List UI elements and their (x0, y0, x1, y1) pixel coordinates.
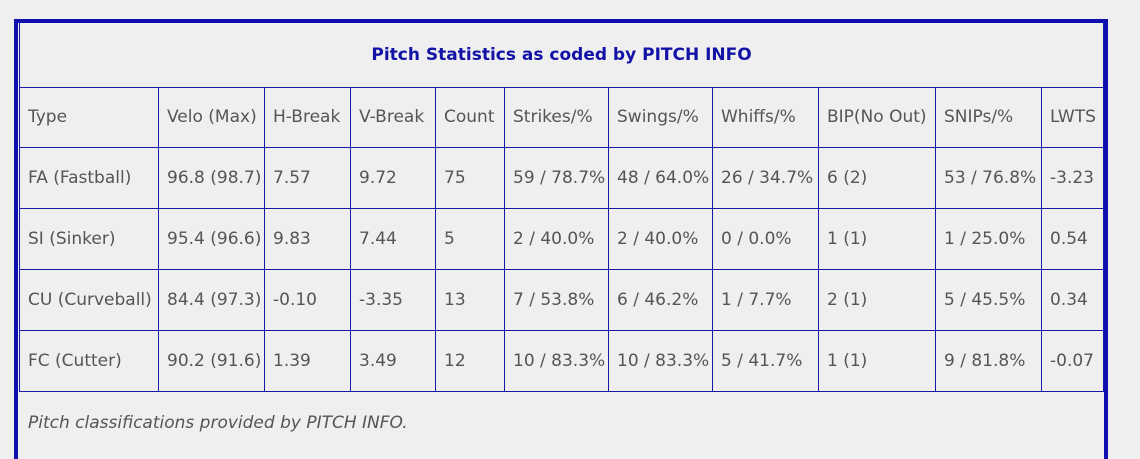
cell-lwts: -3.23 (1040, 146, 1105, 209)
cell-velo: 96.8 (98.7) (158, 146, 265, 209)
cell-whiffs: 0 / 0.0% (712, 207, 819, 270)
cell-h-break: 9.83 (264, 207, 351, 270)
cell-type: FA (Fastball) (19, 146, 159, 209)
cell-whiffs: 26 / 34.7% (712, 146, 819, 209)
cell-snips: 9 / 81.8% (935, 329, 1042, 392)
cell-v-break: 7.44 (350, 207, 436, 270)
cell-bip: 1 (1) (818, 207, 936, 270)
cell-lwts: 0.54 (1040, 207, 1105, 270)
header-v-break: V-Break (350, 86, 436, 148)
pitch-stats-table: Pitch Statistics as coded by PITCH INFO … (18, 23, 1105, 392)
cell-lwts: 0.34 (1040, 268, 1105, 331)
cell-velo: 95.4 (96.6) (158, 207, 265, 270)
header-whiffs: Whiffs/% (712, 86, 819, 148)
cell-h-break: 1.39 (264, 329, 351, 392)
cell-velo: 84.4 (97.3) (158, 268, 265, 331)
cell-velo: 90.2 (91.6) (158, 329, 265, 392)
cell-v-break: 9.72 (350, 146, 436, 209)
header-strikes: Strikes/% (504, 86, 609, 148)
table-row: FA (Fastball) 96.8 (98.7) 7.57 9.72 75 5… (19, 146, 1105, 209)
table-row: CU (Curveball) 84.4 (97.3) -0.10 -3.35 1… (19, 268, 1105, 331)
cell-v-break: 3.49 (350, 329, 436, 392)
cell-swings: 2 / 40.0% (608, 207, 713, 270)
cell-whiffs: 5 / 41.7% (712, 329, 819, 392)
header-lwts: LWTS (1040, 86, 1105, 148)
cell-count: 5 (435, 207, 505, 270)
cell-snips: 5 / 45.5% (935, 268, 1042, 331)
table-header-row: Type Velo (Max) H-Break V-Break Count St… (19, 86, 1105, 148)
cell-snips: 1 / 25.0% (935, 207, 1042, 270)
cell-strikes: 10 / 83.3% (504, 329, 609, 392)
table-title: Pitch Statistics as coded by PITCH INFO (18, 23, 1105, 88)
cell-count: 75 (435, 146, 505, 209)
cell-swings: 48 / 64.0% (608, 146, 713, 209)
table-row: SI (Sinker) 95.4 (96.6) 9.83 7.44 5 2 / … (19, 207, 1105, 270)
cell-count: 12 (435, 329, 505, 392)
header-swings: Swings/% (608, 86, 713, 148)
table-row: FC (Cutter) 90.2 (91.6) 1.39 3.49 12 10 … (19, 329, 1105, 392)
header-count: Count (435, 86, 505, 148)
header-snips: SNIPs/% (935, 86, 1042, 148)
header-h-break: H-Break (264, 86, 351, 148)
cell-strikes: 2 / 40.0% (504, 207, 609, 270)
table-footnote: Pitch classifications provided by PITCH … (28, 413, 408, 433)
cell-bip: 6 (2) (818, 146, 936, 209)
cell-snips: 53 / 76.8% (935, 146, 1042, 209)
cell-type: FC (Cutter) (19, 329, 159, 392)
cell-strikes: 59 / 78.7% (504, 146, 609, 209)
cell-strikes: 7 / 53.8% (504, 268, 609, 331)
header-bip: BIP(No Out) (818, 86, 936, 148)
cell-whiffs: 1 / 7.7% (712, 268, 819, 331)
cell-swings: 10 / 83.3% (608, 329, 713, 392)
cell-swings: 6 / 46.2% (608, 268, 713, 331)
cell-lwts: -0.07 (1040, 329, 1105, 392)
header-type: Type (19, 86, 159, 148)
cell-type: SI (Sinker) (19, 207, 159, 270)
header-velo: Velo (Max) (158, 86, 265, 148)
cell-type: CU (Curveball) (19, 268, 159, 331)
cell-bip: 1 (1) (818, 329, 936, 392)
cell-bip: 2 (1) (818, 268, 936, 331)
cell-count: 13 (435, 268, 505, 331)
cell-h-break: 7.57 (264, 146, 351, 209)
cell-h-break: -0.10 (264, 268, 351, 331)
cell-v-break: -3.35 (350, 268, 436, 331)
pitch-stats-panel: Pitch Statistics as coded by PITCH INFO … (14, 19, 1108, 459)
